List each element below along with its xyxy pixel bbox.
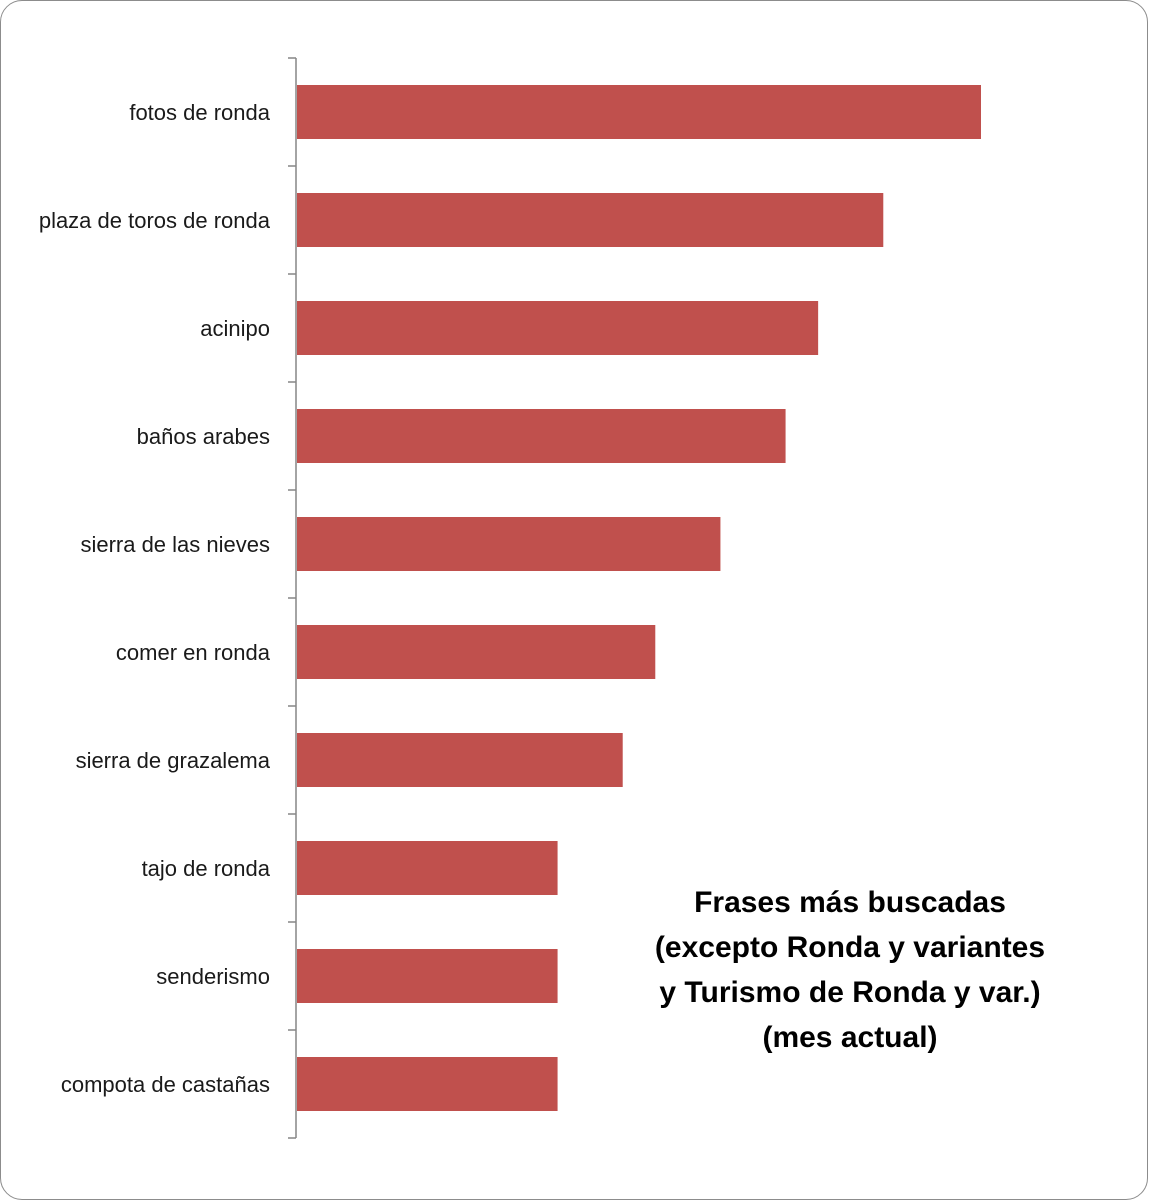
category-label-2: plaza de toros de ronda: [39, 208, 271, 233]
category-label-4: baños arabes: [137, 424, 270, 449]
category-label-7: sierra de grazalema: [76, 748, 271, 773]
category-label-9: senderismo: [156, 964, 270, 989]
category-label-5: sierra de las nieves: [80, 532, 270, 557]
chart-title-line-3: y Turismo de Ronda y var.): [659, 976, 1041, 1009]
category-label-1: fotos de ronda: [129, 100, 270, 125]
bar-8: [297, 841, 558, 895]
bar-2: [297, 193, 884, 247]
chart-title-line-2: (excepto Ronda y variantes: [654, 931, 1046, 964]
category-label-3: acinipo: [200, 316, 270, 341]
bar-7: [297, 733, 623, 787]
bar-5: [297, 517, 721, 571]
category-label-10: compota de castañas: [61, 1072, 270, 1097]
bar-9: [297, 949, 558, 1003]
bar-6: [297, 625, 656, 679]
bar-10: [297, 1057, 558, 1111]
category-label-6: comer en ronda: [116, 640, 271, 665]
bar-chart: fotos de ronda plaza de toros de ronda aci…: [39, 57, 981, 1139]
bar-4: [297, 409, 786, 463]
chart-title-line-4: (mes actual): [762, 1021, 938, 1054]
bar-3: [297, 301, 819, 355]
bar-1: [297, 85, 981, 139]
category-label-8: tajo de ronda: [142, 856, 271, 881]
chart-title: Frases más buscadas (excepto Ronda y var…: [600, 880, 1100, 1060]
chart-title-line-1: Frases más buscadas: [694, 886, 1006, 919]
